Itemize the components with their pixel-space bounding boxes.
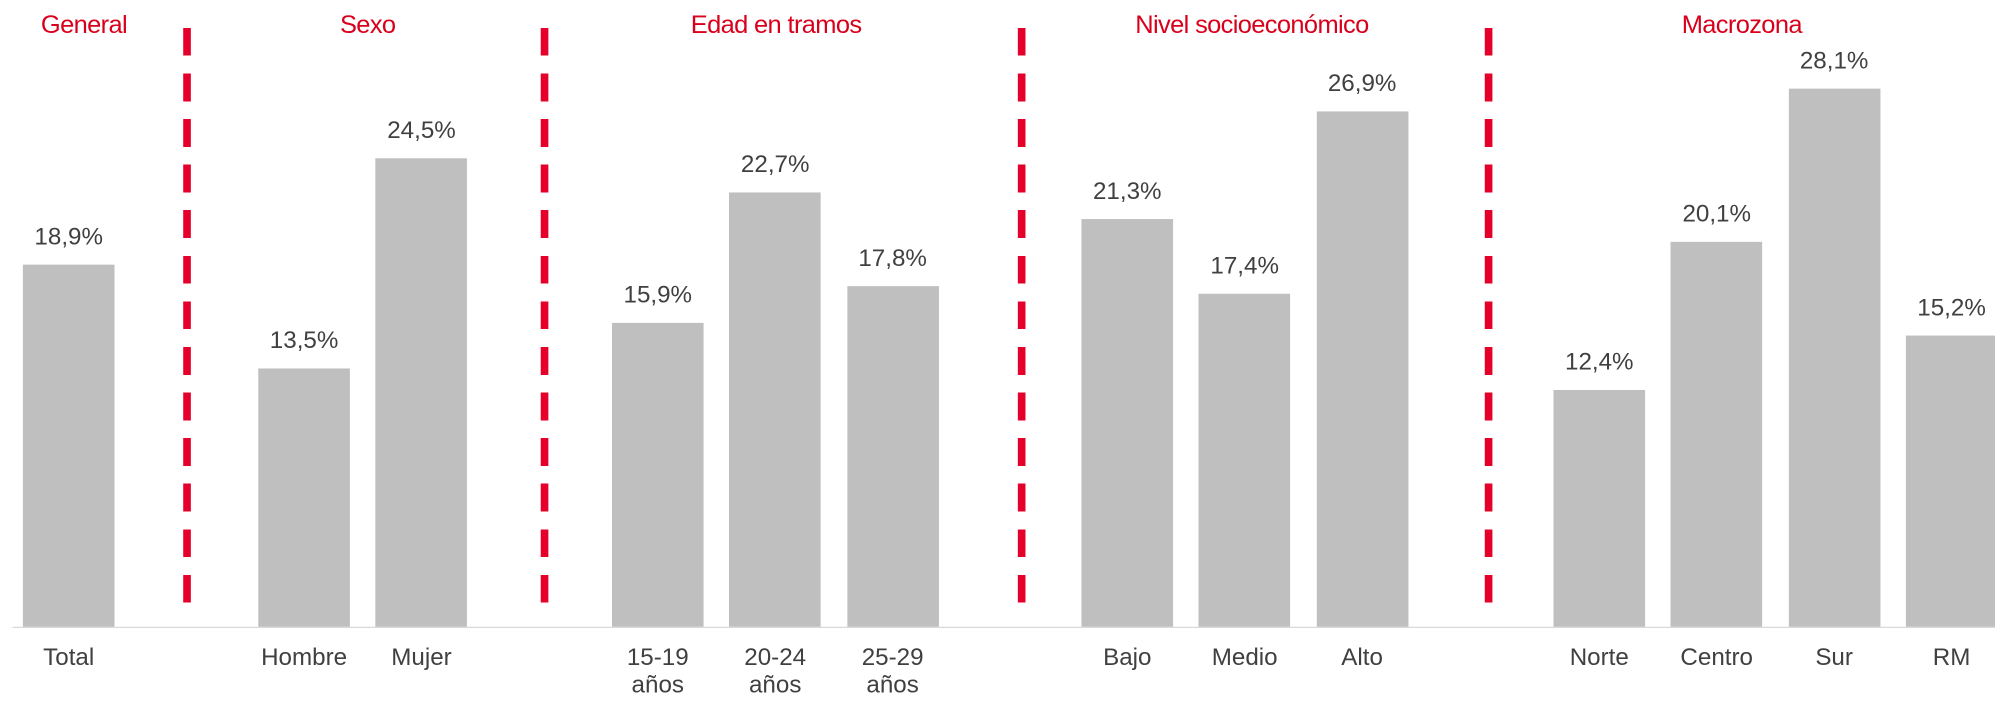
bar xyxy=(846,285,939,627)
separator xyxy=(1017,27,1026,621)
value-label: 24,5% xyxy=(387,117,456,144)
bar xyxy=(1081,218,1174,627)
category-label: Mujer xyxy=(391,644,452,672)
group-header: Edad en tramos xyxy=(690,11,862,40)
bar xyxy=(258,368,350,627)
value-label: 22,7% xyxy=(740,151,810,179)
category-label: 15-19 años xyxy=(626,644,689,699)
category-label: 25-29 años xyxy=(861,644,924,699)
bar xyxy=(22,264,115,627)
category-label: Alto xyxy=(1341,644,1383,672)
value-label: 26,9% xyxy=(1327,71,1397,98)
value-label: 15,9% xyxy=(623,281,693,309)
value-label: 13,5% xyxy=(269,327,339,355)
bar xyxy=(1316,111,1408,627)
value-label: 15,2% xyxy=(1917,295,1986,322)
category-label: Norte xyxy=(1569,644,1629,672)
bar xyxy=(1905,335,1995,627)
category-label: Hombre xyxy=(261,644,348,672)
separator xyxy=(183,27,191,621)
category-label: Medio xyxy=(1211,644,1278,672)
bar xyxy=(375,157,468,627)
bar xyxy=(729,192,822,627)
separator xyxy=(1484,27,1493,621)
separator xyxy=(540,27,549,621)
category-label: Centro xyxy=(1680,644,1753,672)
group-header: General xyxy=(40,11,128,40)
category-label: Sur xyxy=(1815,644,1853,672)
bar xyxy=(1198,293,1291,627)
group-header: Macrozona xyxy=(1681,11,1803,40)
value-label: 17,4% xyxy=(1210,253,1279,280)
bar xyxy=(1788,88,1880,627)
category-label: Bajo xyxy=(1103,644,1152,672)
value-label: 28,1% xyxy=(1799,48,1869,75)
value-label: 20,1% xyxy=(1682,201,1751,229)
value-label: 18,9% xyxy=(34,224,103,251)
bar xyxy=(1670,241,1763,627)
bar xyxy=(611,322,704,627)
value-label: 21,3% xyxy=(1092,178,1162,206)
category-label: RM xyxy=(1932,644,1971,672)
category-label: 20-24 años xyxy=(744,644,807,699)
axis-line xyxy=(12,626,1995,629)
group-header: Nivel socioeconómico xyxy=(1135,11,1369,40)
bar xyxy=(1553,389,1646,627)
value-label: 12,4% xyxy=(1565,348,1634,376)
value-label: 17,8% xyxy=(858,245,927,273)
category-label: Total xyxy=(43,644,95,672)
group-header: Sexo xyxy=(339,11,396,40)
